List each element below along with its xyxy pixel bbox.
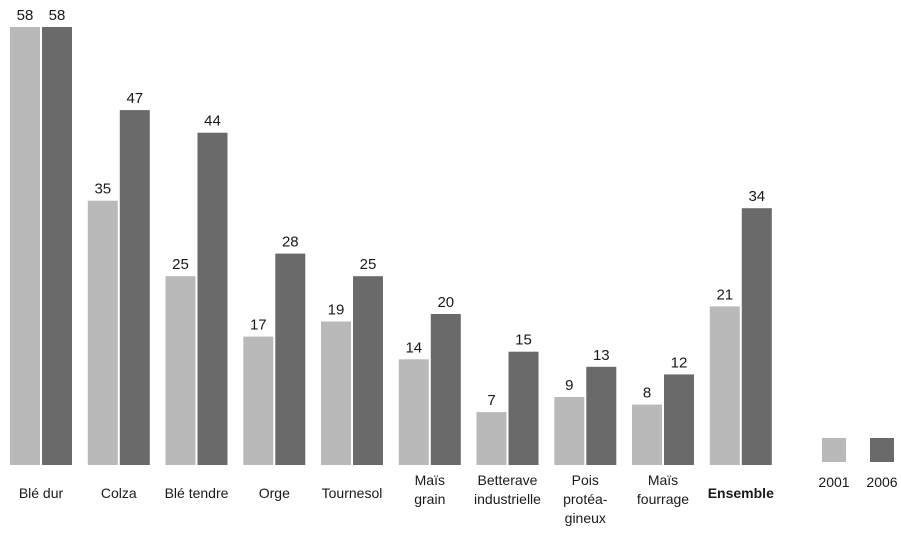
category-label-2: Blé tendre xyxy=(165,485,229,501)
value-label-2001-7: 9 xyxy=(565,377,573,394)
bar-2006-4 xyxy=(353,276,383,465)
category-label-8: Maïs fourrage xyxy=(637,472,689,507)
value-label-2001-9: 21 xyxy=(716,286,733,303)
bar-2001-8 xyxy=(632,404,662,465)
category-label-line: gineux xyxy=(565,510,606,526)
value-label-2006-4: 25 xyxy=(360,256,377,273)
bar-2006-5 xyxy=(430,314,461,465)
value-label-2006-7: 13 xyxy=(593,347,610,364)
category-label-line: Betterave xyxy=(478,472,538,488)
value-label-2006-5: 20 xyxy=(437,294,454,311)
legend-label-2006: 2006 xyxy=(866,474,897,490)
value-label-2006-6: 15 xyxy=(515,332,532,349)
bar-2006-0 xyxy=(42,27,72,465)
bar-2001-0 xyxy=(10,27,40,465)
category-label-9: Ensemble xyxy=(708,485,774,501)
category-label-1: Colza xyxy=(101,485,137,501)
value-label-2001-8: 8 xyxy=(643,385,651,402)
bar-2006-2 xyxy=(197,132,228,465)
category-label-line: Pois xyxy=(572,472,599,488)
category-label-line: grain xyxy=(414,491,445,507)
value-label-2001-2: 25 xyxy=(172,256,189,273)
category-label-line: industrielle xyxy=(474,491,541,507)
legend: 2001 2006 xyxy=(818,438,898,490)
value-label-2006-3: 28 xyxy=(282,234,299,251)
value-label-2006-9: 34 xyxy=(748,188,765,205)
bar-2006-9 xyxy=(741,208,772,465)
bar-2001-3 xyxy=(243,336,274,465)
bar-2001-6 xyxy=(476,412,507,465)
value-label-2006-2: 44 xyxy=(204,113,221,130)
bar-2001-5 xyxy=(398,359,429,465)
value-label-2001-6: 7 xyxy=(487,392,495,409)
category-label-0: Blé dur xyxy=(19,485,64,501)
bars-group xyxy=(10,27,772,465)
bar-2001-1 xyxy=(87,200,118,465)
category-label-4: Tournesol xyxy=(322,485,383,501)
category-label-line: Tournesol xyxy=(322,485,383,501)
bar-2001-7 xyxy=(554,397,585,465)
category-label-7: Pois protéa-gineux xyxy=(563,472,608,526)
category-label-3: Orge xyxy=(259,485,290,501)
value-label-2001-0: 58 xyxy=(17,7,34,24)
category-label-line: Blé dur xyxy=(19,485,64,501)
bar-2006-1 xyxy=(119,110,150,465)
category-label-line: Colza xyxy=(101,485,137,501)
bar-2006-8 xyxy=(664,374,694,465)
legend-label-2001: 2001 xyxy=(818,474,849,490)
value-label-2006-1: 47 xyxy=(126,90,143,107)
category-label-line: Maïs xyxy=(415,472,445,488)
value-label-2001-3: 17 xyxy=(250,317,267,334)
category-label-line: protéa- xyxy=(563,491,608,507)
category-label-line: Ensemble xyxy=(708,485,774,501)
category-label-line: Maïs xyxy=(648,472,678,488)
value-label-2001-4: 19 xyxy=(328,302,345,319)
value-label-2006-8: 12 xyxy=(671,354,688,371)
value-label-2006-0: 58 xyxy=(49,7,66,24)
category-label-line: Orge xyxy=(259,485,290,501)
bar-2001-9 xyxy=(709,306,740,465)
bar-2006-3 xyxy=(275,253,306,465)
bar-2006-6 xyxy=(508,351,539,465)
bar-2001-2 xyxy=(165,276,196,465)
category-label-6: Betterave industrielle xyxy=(474,472,541,507)
value-labels-group: 58 58 35 47 25 44 17 28 19 25 14 20 7 15 9 13 8 12 21 34 xyxy=(17,7,765,409)
category-label-line: fourrage xyxy=(637,491,689,507)
category-label-line: Blé tendre xyxy=(165,485,229,501)
category-labels-group: Blé dur Colza Blé tendre Orge Tournesol Maïs g… xyxy=(19,472,774,526)
bar-2006-7 xyxy=(586,366,617,465)
value-label-2001-5: 14 xyxy=(405,339,422,356)
category-label-5: Maïs grain xyxy=(414,472,445,507)
legend-swatch-2001 xyxy=(822,438,846,462)
value-label-2001-1: 35 xyxy=(94,181,111,198)
bar-2001-4 xyxy=(321,321,351,465)
legend-swatch-2006 xyxy=(870,438,894,462)
